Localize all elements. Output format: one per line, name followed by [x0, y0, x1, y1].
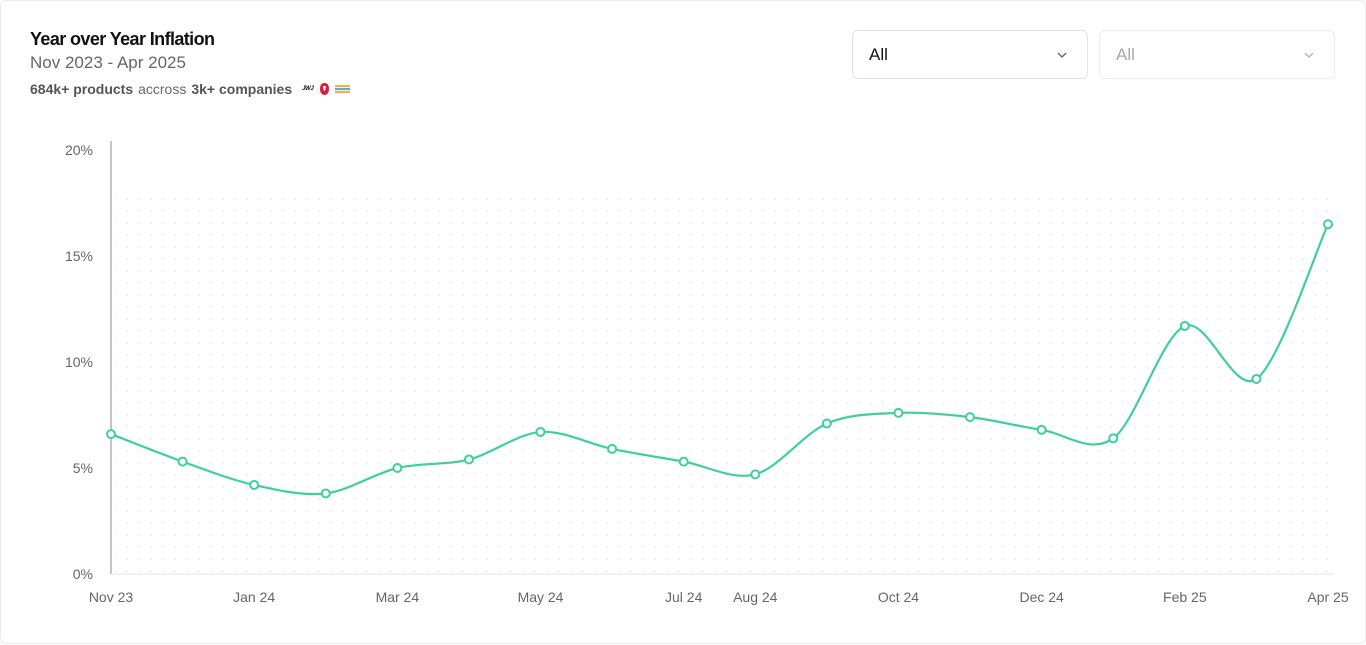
data-point[interactable]	[1251, 373, 1262, 384]
data-point[interactable]	[678, 456, 689, 467]
chart-grid	[115, 190, 1328, 574]
y-tick-label: 0%	[73, 566, 93, 582]
companies-count: 3k+ companies	[191, 81, 293, 97]
coverage-summary: 684k+ products accross 3k+ companies JWJ	[30, 81, 350, 97]
chevron-down-icon	[1304, 52, 1314, 58]
filter-selected-value: All	[869, 44, 888, 64]
filter-selected-value: All	[1116, 44, 1135, 64]
data-point[interactable]	[249, 479, 260, 490]
red-brand-logo-icon	[319, 83, 329, 95]
data-point[interactable]	[320, 488, 331, 499]
filter-dropdown-primary[interactable]: All	[852, 30, 1088, 79]
y-tick-label: 15%	[65, 248, 93, 264]
x-tick-label: Jul 24	[665, 589, 703, 605]
x-tick-label: Oct 24	[878, 589, 919, 605]
across-word: accross	[138, 81, 187, 97]
data-point[interactable]	[893, 407, 904, 418]
data-point[interactable]	[535, 426, 546, 437]
x-tick-label: May 24	[518, 589, 564, 605]
x-tick-label: Mar 24	[376, 589, 420, 605]
x-tick-label: Nov 23	[89, 589, 134, 605]
products-count: 684k+ products	[30, 81, 134, 97]
chevron-down-icon	[1057, 52, 1067, 58]
data-point[interactable]	[1179, 320, 1190, 331]
filter-dropdown-secondary[interactable]: All	[1099, 30, 1335, 79]
x-tick-label: Apr 25	[1307, 589, 1348, 605]
y-tick-label: 20%	[65, 142, 93, 158]
y-tick-label: 5%	[73, 460, 93, 476]
x-tick-label: Jan 24	[233, 589, 275, 605]
data-point[interactable]	[750, 469, 761, 480]
chart-series	[106, 219, 1333, 499]
chart-axes: 0% 5% 10% 15% 20% Nov 23 Jan 24 Mar 24 May 24 Jul…	[65, 141, 1349, 605]
data-point[interactable]	[1323, 219, 1333, 230]
y-tick-label: 10%	[65, 354, 93, 370]
data-point[interactable]	[607, 443, 618, 454]
dotted-grid	[115, 190, 1328, 574]
company-logos: JWJ	[302, 82, 350, 96]
x-tick-label: Dec 24	[1019, 589, 1064, 605]
data-point[interactable]	[463, 454, 474, 465]
data-point[interactable]	[392, 463, 403, 473]
data-point[interactable]	[106, 429, 116, 440]
data-point[interactable]	[1036, 424, 1047, 435]
jwj-logo-icon: JWJ	[302, 86, 314, 92]
x-tick-label: Feb 25	[1163, 589, 1207, 605]
striped-brand-logo-icon	[334, 85, 350, 94]
x-tick-label: Aug 24	[733, 589, 778, 605]
data-point[interactable]	[1108, 433, 1119, 444]
data-point[interactable]	[821, 418, 832, 429]
data-point[interactable]	[177, 456, 188, 467]
chart-title: Year over Year Inflation	[30, 29, 215, 49]
date-range: Nov 2023 - Apr 2025	[30, 53, 186, 72]
data-point[interactable]	[965, 412, 976, 423]
